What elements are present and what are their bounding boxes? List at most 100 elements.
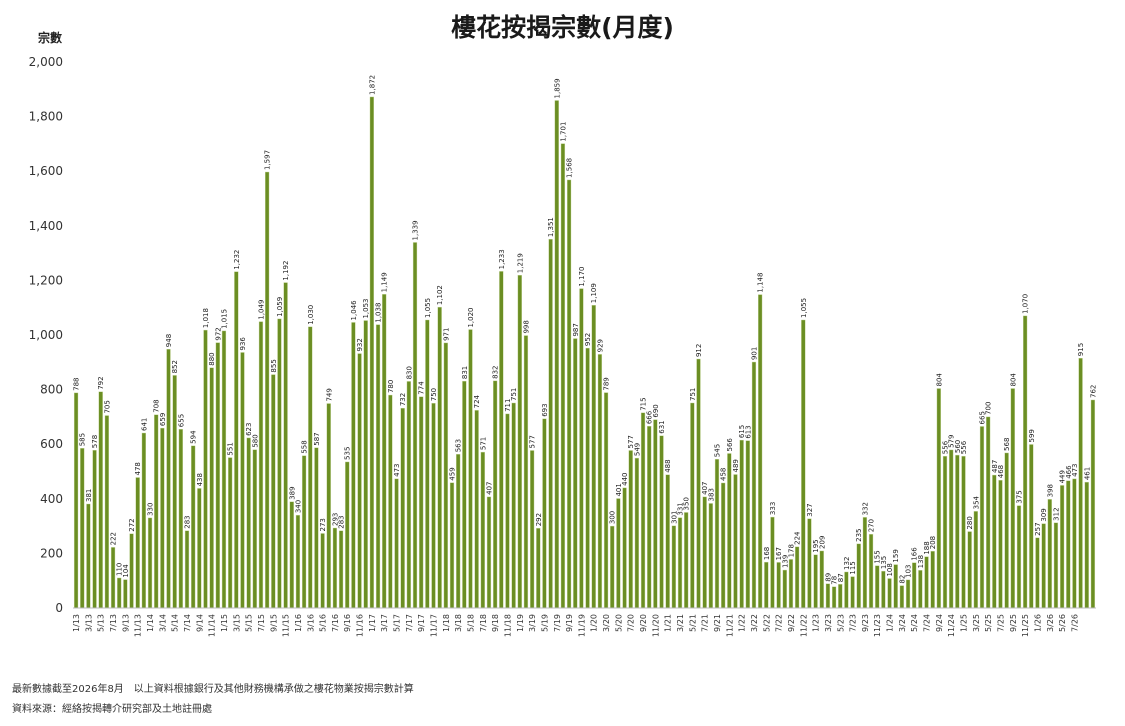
x-tick-label: 3/23 — [824, 614, 833, 632]
bar-value-label: 732 — [399, 393, 407, 406]
bar — [758, 294, 763, 609]
bar-value-label: 1,046 — [350, 300, 358, 321]
bar-value-label: 1,351 — [547, 217, 555, 237]
bar-value-label: 1,049 — [257, 300, 265, 320]
x-tick-label: 7/19 — [553, 614, 562, 632]
bar — [351, 322, 356, 609]
bar — [1029, 444, 1034, 609]
bar — [117, 577, 122, 609]
x-tick-label: 11/15 — [282, 614, 291, 637]
bar-value-label: 1,859 — [553, 78, 561, 98]
bar-value-label: 558 — [301, 440, 309, 453]
x-tick-label: 5/19 — [540, 614, 549, 632]
bar-value-label: 1,701 — [559, 122, 567, 142]
bar — [234, 271, 239, 609]
x-tick-label: 7/16 — [331, 614, 340, 632]
bar-value-label: 1,015 — [220, 309, 228, 329]
x-tick-label: 1/17 — [368, 614, 377, 632]
bar-value-label: 659 — [159, 413, 167, 426]
bar — [110, 547, 116, 609]
bar-value-label: 578 — [91, 435, 99, 448]
y-tick-label: 200 — [40, 546, 63, 560]
x-tick-label: 3/24 — [898, 614, 907, 632]
x-tick-label: 11/17 — [430, 614, 439, 637]
bar-value-label: 830 — [405, 366, 413, 379]
bar-value-label: 473 — [393, 463, 401, 476]
bar-value-label: 188 — [923, 541, 931, 554]
bar — [301, 455, 307, 609]
bar — [462, 380, 467, 609]
bar — [326, 403, 331, 609]
x-tick-label: 11/13 — [134, 614, 143, 637]
x-tick-label: 7/14 — [183, 614, 192, 632]
bar-value-label: 1,233 — [498, 249, 506, 269]
bar-value-label: 108 — [886, 563, 894, 576]
bar-value-label: 932 — [356, 338, 364, 351]
x-tick-label: 5/15 — [245, 614, 254, 632]
y-axis-ticks: 0 200 400 600 800 1,000 1,200 1,400 1,600 1,800 2,… — [29, 55, 63, 615]
bar-value-label: 375 — [1015, 490, 1023, 503]
bar-value-label: 104 — [122, 564, 130, 578]
bar — [819, 550, 824, 609]
bar-value-label: 440 — [621, 473, 629, 486]
bar — [221, 330, 227, 609]
x-tick-label: 1/25 — [960, 614, 969, 632]
x-tick-label: 11/25 — [1021, 614, 1030, 637]
bar — [135, 477, 140, 609]
x-tick-label: 9/14 — [195, 614, 204, 632]
bar — [708, 503, 713, 609]
bar-value-label: 551 — [227, 442, 235, 455]
bar-value-label: 556 — [942, 440, 950, 454]
bars-group — [73, 96, 1096, 609]
bar — [782, 569, 787, 609]
bar — [659, 435, 664, 609]
bar — [141, 432, 146, 609]
bar-value-label: 89 — [824, 573, 832, 582]
x-tick-label: 1/24 — [886, 614, 895, 632]
bar — [480, 451, 485, 609]
bar-value-label: 700 — [985, 402, 993, 415]
x-tick-label: 11/19 — [577, 614, 586, 637]
bar — [825, 583, 831, 609]
x-tick-label: 7/20 — [627, 614, 636, 632]
bar — [955, 454, 960, 609]
x-tick-label: 7/15 — [257, 614, 266, 632]
bar-value-label: 568 — [1003, 438, 1011, 451]
bar-value-label: 832 — [492, 365, 500, 378]
bar — [610, 525, 615, 609]
bar-value-label: 155 — [874, 550, 882, 563]
x-tick-label: 3/18 — [454, 614, 463, 632]
bar — [1016, 505, 1022, 609]
bar — [147, 517, 153, 609]
bar-value-label: 715 — [640, 397, 648, 410]
bar — [1010, 388, 1015, 609]
bar-value-label: 665 — [978, 411, 986, 424]
bar-value-label: 461 — [1083, 467, 1091, 480]
bar — [838, 584, 843, 609]
bar — [875, 565, 880, 609]
bar — [277, 318, 282, 609]
bar-value-label: 762 — [1089, 385, 1097, 398]
bar — [104, 415, 110, 609]
bar-value-label: 972 — [214, 327, 222, 340]
bar-value-label: 166 — [911, 547, 919, 561]
x-tick-label: 5/26 — [1058, 614, 1067, 632]
x-tick-label: 5/17 — [393, 614, 402, 632]
bar-value-label: 545 — [714, 444, 722, 457]
bar — [684, 512, 689, 609]
bar-value-label: 459 — [449, 467, 457, 480]
bar — [449, 482, 455, 609]
bar-value-label: 340 — [294, 500, 302, 513]
x-tick-label: 5/16 — [319, 614, 328, 632]
x-tick-label: 7/23 — [849, 614, 858, 632]
bar-value-label: 915 — [1077, 343, 1085, 356]
bar — [986, 416, 991, 609]
bar-value-label: 458 — [720, 468, 728, 481]
bar — [776, 562, 781, 609]
bar-value-label: 350 — [683, 497, 691, 510]
bar — [1041, 523, 1046, 609]
bar — [1078, 358, 1083, 609]
bar-value-label: 473 — [1071, 463, 1079, 476]
bar — [443, 342, 448, 609]
bar — [690, 402, 695, 609]
